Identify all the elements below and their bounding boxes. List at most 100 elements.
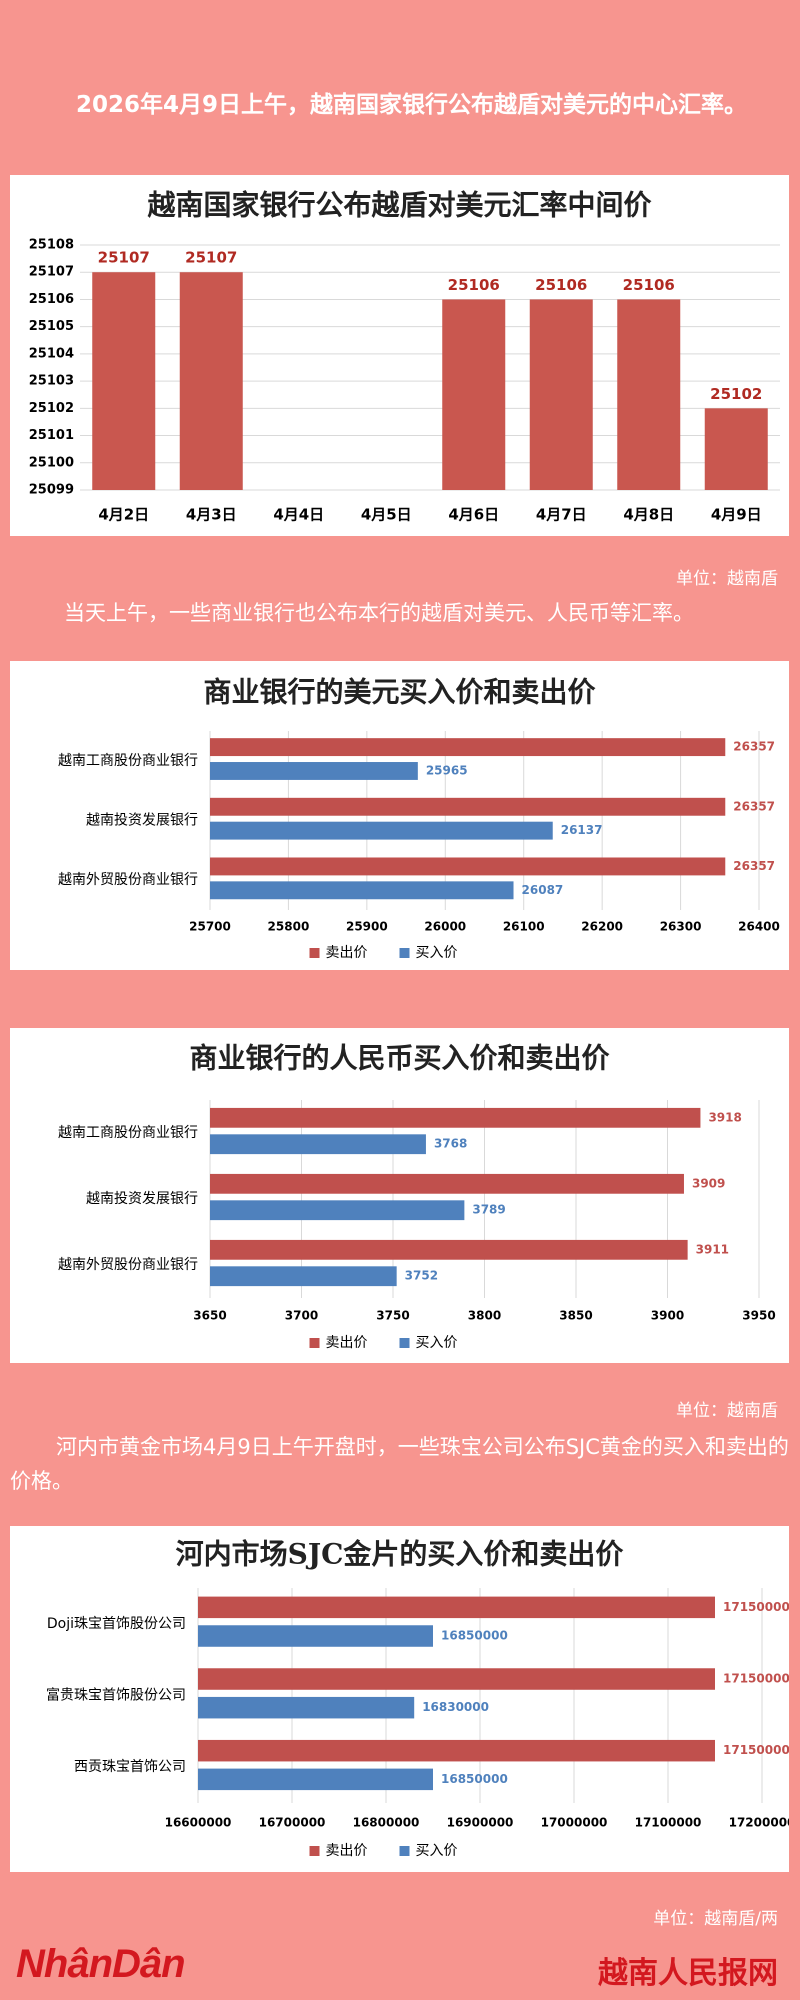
y-tick-label: 25102 <box>29 401 74 416</box>
x-tick-label: 25700 <box>189 920 231 934</box>
unit: 单位：越南盾/两 <box>653 1909 778 1929</box>
bar <box>617 299 681 490</box>
value-label: 25106 <box>448 276 500 294</box>
value-label: 3918 <box>708 1110 741 1124</box>
legend-label: 卖出价 <box>326 1843 368 1859</box>
legend-label: 买入价 <box>416 945 458 961</box>
bar <box>198 1768 433 1791</box>
x-tick-label: 3950 <box>742 1309 775 1323</box>
site-name: 越南人民报网 <box>598 1956 778 1991</box>
x-tick-label: 26100 <box>503 920 545 934</box>
y-tick-label: 25099 <box>29 483 74 498</box>
value-label: 3911 <box>696 1242 729 1256</box>
unit: 单位：越南盾 <box>676 1401 778 1421</box>
legend-swatch <box>399 1846 410 1856</box>
x-tick-label: 25800 <box>268 920 310 934</box>
x-tick-label: 17000000 <box>541 1816 608 1830</box>
y-tick-label: 25105 <box>29 319 74 334</box>
y-tick-label: 25100 <box>29 455 74 470</box>
y-tick-label: 25101 <box>29 428 74 443</box>
value-label: 3752 <box>405 1269 438 1283</box>
x-tick-label: 26300 <box>660 920 702 934</box>
legend-swatch <box>399 948 410 958</box>
bar <box>210 1107 701 1128</box>
bar <box>210 762 418 780</box>
value-label: 25965 <box>426 763 468 777</box>
bar <box>179 272 243 490</box>
value-label: 17150000 <box>723 1743 789 1757</box>
value-label: 25107 <box>185 249 237 267</box>
value-label: 26137 <box>561 823 603 837</box>
x-tick-label: 3750 <box>376 1309 409 1323</box>
x-tick-label: 4月2日 <box>98 506 149 524</box>
bar <box>210 738 726 757</box>
intro: 当天上午，一些商业银行也公布本行的越盾对美元、人民币等汇率。 <box>64 601 694 625</box>
x-tick-label: 26200 <box>581 920 623 934</box>
value-label: 3789 <box>472 1203 505 1217</box>
x-tick-label: 25900 <box>346 920 388 934</box>
unit: 单位：越南盾 <box>676 569 778 589</box>
value-label: 16850000 <box>441 1772 508 1786</box>
bar <box>92 272 156 490</box>
x-tick-label: 4月8日 <box>623 506 674 524</box>
chart-title: 商业银行的美元买入价和卖出价 <box>203 676 596 709</box>
y-tick-label: 越南投资发展银行 <box>86 1191 198 1207</box>
value-label: 26357 <box>733 859 775 873</box>
chart: 越南国家银行公布越盾对美元汇率中间价 25099 25100 25101 25102 25… <box>10 175 789 536</box>
x-tick-label: 4月3日 <box>186 506 237 524</box>
x-tick-label: 3900 <box>651 1309 684 1323</box>
x-tick-label: 26000 <box>424 920 466 934</box>
bar <box>198 1696 415 1719</box>
x-tick-label: 16600000 <box>165 1816 232 1830</box>
chart-title: 河内市场SJC金片的买入价和卖出价 <box>176 1538 625 1571</box>
x-tick-label: 4月9日 <box>711 506 762 524</box>
y-tick-label: 西贡珠宝首饰公司 <box>74 1759 186 1775</box>
value-label: 3909 <box>692 1176 725 1190</box>
value-label: 17150000 <box>723 1600 789 1614</box>
y-tick-label: 25104 <box>29 346 74 361</box>
x-tick-label: 3850 <box>559 1309 592 1323</box>
legend-label: 买入价 <box>416 1335 458 1351</box>
intro: 2026年4月9日上午，越南国家银行公布越盾对美元的中心汇率。 <box>76 92 748 118</box>
bar <box>529 299 593 490</box>
value-label: 16830000 <box>422 1700 489 1714</box>
value-label: 25102 <box>710 385 762 403</box>
y-tick-label: 越南工商股份商业银行 <box>58 1125 198 1141</box>
legend-label: 卖出价 <box>326 1335 368 1351</box>
x-tick-label: 3800 <box>468 1309 501 1323</box>
legend-swatch <box>309 948 320 958</box>
bar <box>198 1668 715 1690</box>
bar <box>210 1173 684 1194</box>
y-tick-label: 越南工商股份商业银行 <box>58 753 198 769</box>
value-label: 17150000 <box>723 1672 789 1686</box>
bar <box>210 1239 688 1260</box>
x-tick-label: 4月6日 <box>448 506 499 524</box>
value-label: 25106 <box>535 276 587 294</box>
x-tick-label: 4月4日 <box>273 506 324 524</box>
legend-swatch <box>399 1338 410 1348</box>
y-tick-label: Doji珠宝首饰股份公司 <box>47 1616 186 1632</box>
bar <box>198 1739 715 1762</box>
chart: 商业银行的美元买入价和卖出价 25700 25800 25900 26000 26100 2… <box>10 661 789 970</box>
bar <box>210 857 726 876</box>
bar <box>210 821 553 840</box>
value-label: 26357 <box>733 799 775 813</box>
x-tick-label: 3700 <box>285 1309 318 1323</box>
chart-title: 商业银行的人民币买入价和卖出价 <box>189 1042 610 1075</box>
x-tick-label: 3650 <box>193 1309 226 1323</box>
logo: NhânDân <box>16 1942 186 1986</box>
value-label: 25106 <box>623 276 675 294</box>
bar <box>704 408 768 490</box>
bar <box>210 1266 397 1287</box>
x-tick-label: 17200000 <box>729 1816 789 1830</box>
y-tick-label: 富贵珠宝首饰股份公司 <box>46 1687 186 1704</box>
bar <box>210 797 726 816</box>
x-tick-label: 4月7日 <box>536 506 587 524</box>
x-tick-label: 4月5日 <box>361 506 412 524</box>
y-tick-label: 25108 <box>29 238 74 253</box>
chart-title: 越南国家银行公布越盾对美元汇率中间价 <box>147 189 652 222</box>
x-tick-label: 26400 <box>738 920 780 934</box>
value-label: 26357 <box>733 740 775 754</box>
legend-swatch <box>309 1846 320 1856</box>
